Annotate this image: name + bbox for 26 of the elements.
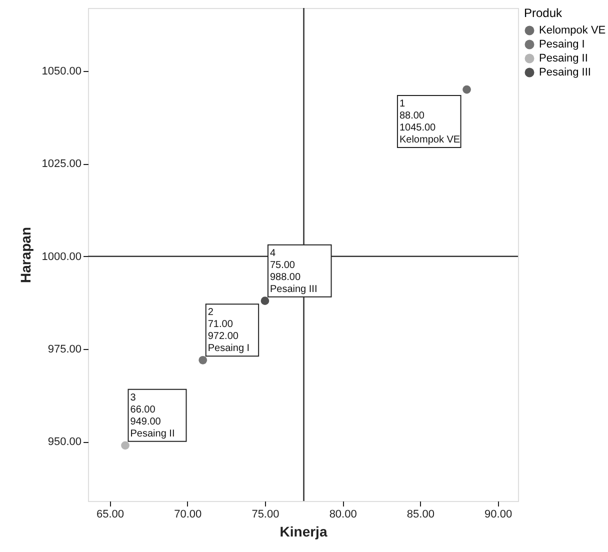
annotation: 4 75.00 988.00 Pesaing III (270, 248, 318, 295)
y-axis-title: Harapan (18, 226, 34, 284)
point (198, 356, 208, 364)
x-tick-label: 80.00 (329, 508, 357, 520)
legend-label: Pesaing I (539, 38, 585, 50)
legend-label: Pesaing III (539, 66, 591, 78)
y-tick-label: 950.00 (48, 436, 82, 448)
legend-title: Produk (524, 6, 564, 20)
y-tick-label: 1025.00 (42, 158, 82, 170)
x-tick-label: 65.00 (96, 508, 124, 520)
y-tick-label: 975.00 (48, 344, 82, 356)
annotation: 1 88.00 1045.00 Kelompok VE (399, 98, 460, 146)
x-tick-label: 85.00 (406, 508, 434, 520)
x-tick-label: 70.00 (174, 508, 202, 520)
x-axis-title: Kinerja (280, 524, 328, 540)
x-tick-label: 90.00 (484, 508, 512, 520)
x-tick-label: 75.00 (252, 508, 280, 520)
annotation: 2 71.00 972.00 Pesaing I (208, 307, 250, 354)
y-tick-label: 1000.00 (42, 250, 82, 263)
point (260, 296, 270, 306)
legend-label: Pesaing II (539, 52, 588, 64)
y-tick-label: 1050.00 (42, 66, 82, 78)
annotation: 3 66.00 949.00 Pesaing II (130, 392, 175, 440)
point (121, 441, 130, 450)
legend-label: Kelompok VE (539, 24, 606, 36)
point (462, 85, 471, 94)
